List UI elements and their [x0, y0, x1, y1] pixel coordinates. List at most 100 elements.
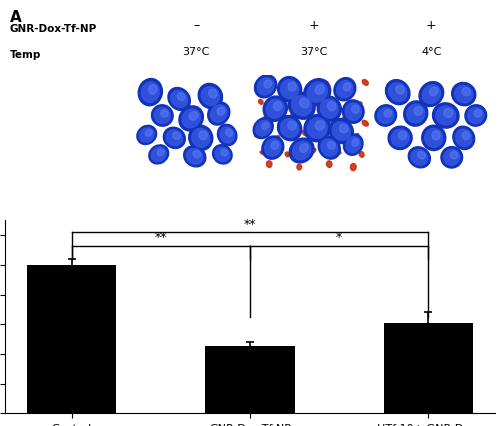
- Ellipse shape: [424, 129, 443, 148]
- Ellipse shape: [215, 148, 230, 162]
- Ellipse shape: [302, 131, 308, 136]
- Ellipse shape: [218, 125, 237, 146]
- Ellipse shape: [386, 81, 410, 105]
- Text: Temp: Temp: [10, 50, 42, 60]
- Ellipse shape: [292, 96, 312, 117]
- Ellipse shape: [198, 84, 222, 109]
- Text: +: +: [308, 19, 319, 32]
- Ellipse shape: [258, 100, 263, 105]
- Ellipse shape: [352, 106, 359, 114]
- Ellipse shape: [318, 119, 324, 125]
- Ellipse shape: [362, 81, 368, 86]
- Ellipse shape: [340, 125, 348, 134]
- Ellipse shape: [140, 129, 154, 143]
- Ellipse shape: [208, 90, 217, 99]
- Ellipse shape: [290, 139, 314, 164]
- Ellipse shape: [260, 151, 266, 155]
- Ellipse shape: [468, 108, 484, 124]
- Ellipse shape: [444, 109, 453, 118]
- Ellipse shape: [263, 116, 268, 122]
- Ellipse shape: [418, 152, 426, 159]
- Ellipse shape: [264, 140, 281, 157]
- Ellipse shape: [148, 86, 157, 95]
- Ellipse shape: [274, 103, 282, 111]
- Ellipse shape: [345, 104, 362, 121]
- Ellipse shape: [262, 123, 268, 130]
- Text: GNR-Dox-Tf-NP: GNR-Dox-Tf-NP: [10, 23, 97, 34]
- Bar: [384, 323, 472, 413]
- Ellipse shape: [255, 83, 260, 88]
- Ellipse shape: [262, 137, 284, 160]
- Text: 37°C: 37°C: [300, 47, 328, 57]
- Ellipse shape: [404, 102, 428, 127]
- Ellipse shape: [226, 130, 232, 137]
- Ellipse shape: [346, 137, 360, 153]
- Ellipse shape: [422, 86, 440, 104]
- Ellipse shape: [137, 126, 156, 145]
- Ellipse shape: [170, 91, 188, 108]
- Ellipse shape: [342, 116, 347, 122]
- Ellipse shape: [288, 93, 315, 120]
- Ellipse shape: [315, 86, 324, 95]
- Ellipse shape: [320, 100, 338, 119]
- Ellipse shape: [308, 119, 327, 139]
- Text: **: **: [244, 217, 256, 230]
- Text: *: *: [336, 231, 342, 244]
- Bar: [28, 265, 117, 413]
- Ellipse shape: [456, 130, 472, 147]
- Ellipse shape: [157, 150, 164, 156]
- Ellipse shape: [278, 78, 301, 103]
- Ellipse shape: [328, 142, 336, 150]
- Ellipse shape: [254, 134, 260, 138]
- Ellipse shape: [430, 88, 438, 97]
- Ellipse shape: [360, 152, 364, 158]
- Ellipse shape: [312, 149, 316, 153]
- Ellipse shape: [344, 135, 363, 156]
- Ellipse shape: [304, 80, 330, 106]
- Ellipse shape: [271, 142, 279, 150]
- Ellipse shape: [164, 128, 186, 149]
- Ellipse shape: [217, 108, 225, 116]
- Text: 37°C: 37°C: [182, 47, 210, 57]
- Ellipse shape: [331, 136, 335, 141]
- Ellipse shape: [208, 103, 230, 126]
- Ellipse shape: [182, 110, 201, 129]
- Ellipse shape: [192, 129, 210, 148]
- Ellipse shape: [422, 126, 446, 151]
- Ellipse shape: [453, 127, 474, 150]
- Ellipse shape: [384, 110, 392, 118]
- Ellipse shape: [326, 161, 332, 168]
- Ellipse shape: [154, 108, 170, 124]
- Ellipse shape: [263, 97, 287, 122]
- Ellipse shape: [329, 119, 353, 144]
- Ellipse shape: [188, 126, 213, 151]
- Text: **: **: [154, 231, 167, 244]
- Ellipse shape: [292, 142, 311, 161]
- Ellipse shape: [432, 104, 459, 129]
- Ellipse shape: [290, 114, 296, 118]
- Ellipse shape: [258, 78, 274, 96]
- Text: 4°C: 4°C: [421, 47, 442, 57]
- Ellipse shape: [266, 161, 272, 168]
- Ellipse shape: [388, 83, 407, 102]
- Ellipse shape: [452, 83, 476, 106]
- Ellipse shape: [300, 99, 309, 109]
- Text: A: A: [10, 10, 22, 25]
- Ellipse shape: [346, 86, 349, 88]
- Ellipse shape: [432, 132, 440, 141]
- Ellipse shape: [254, 76, 276, 98]
- Bar: [206, 347, 294, 413]
- Ellipse shape: [253, 118, 274, 139]
- Ellipse shape: [152, 148, 166, 162]
- Ellipse shape: [388, 127, 412, 150]
- Ellipse shape: [145, 130, 152, 137]
- Ellipse shape: [375, 106, 396, 127]
- Ellipse shape: [352, 139, 358, 147]
- Ellipse shape: [300, 144, 308, 153]
- Ellipse shape: [362, 121, 368, 127]
- Ellipse shape: [462, 89, 470, 97]
- Ellipse shape: [278, 116, 302, 141]
- Ellipse shape: [166, 131, 182, 147]
- Ellipse shape: [316, 121, 324, 131]
- Ellipse shape: [152, 106, 173, 127]
